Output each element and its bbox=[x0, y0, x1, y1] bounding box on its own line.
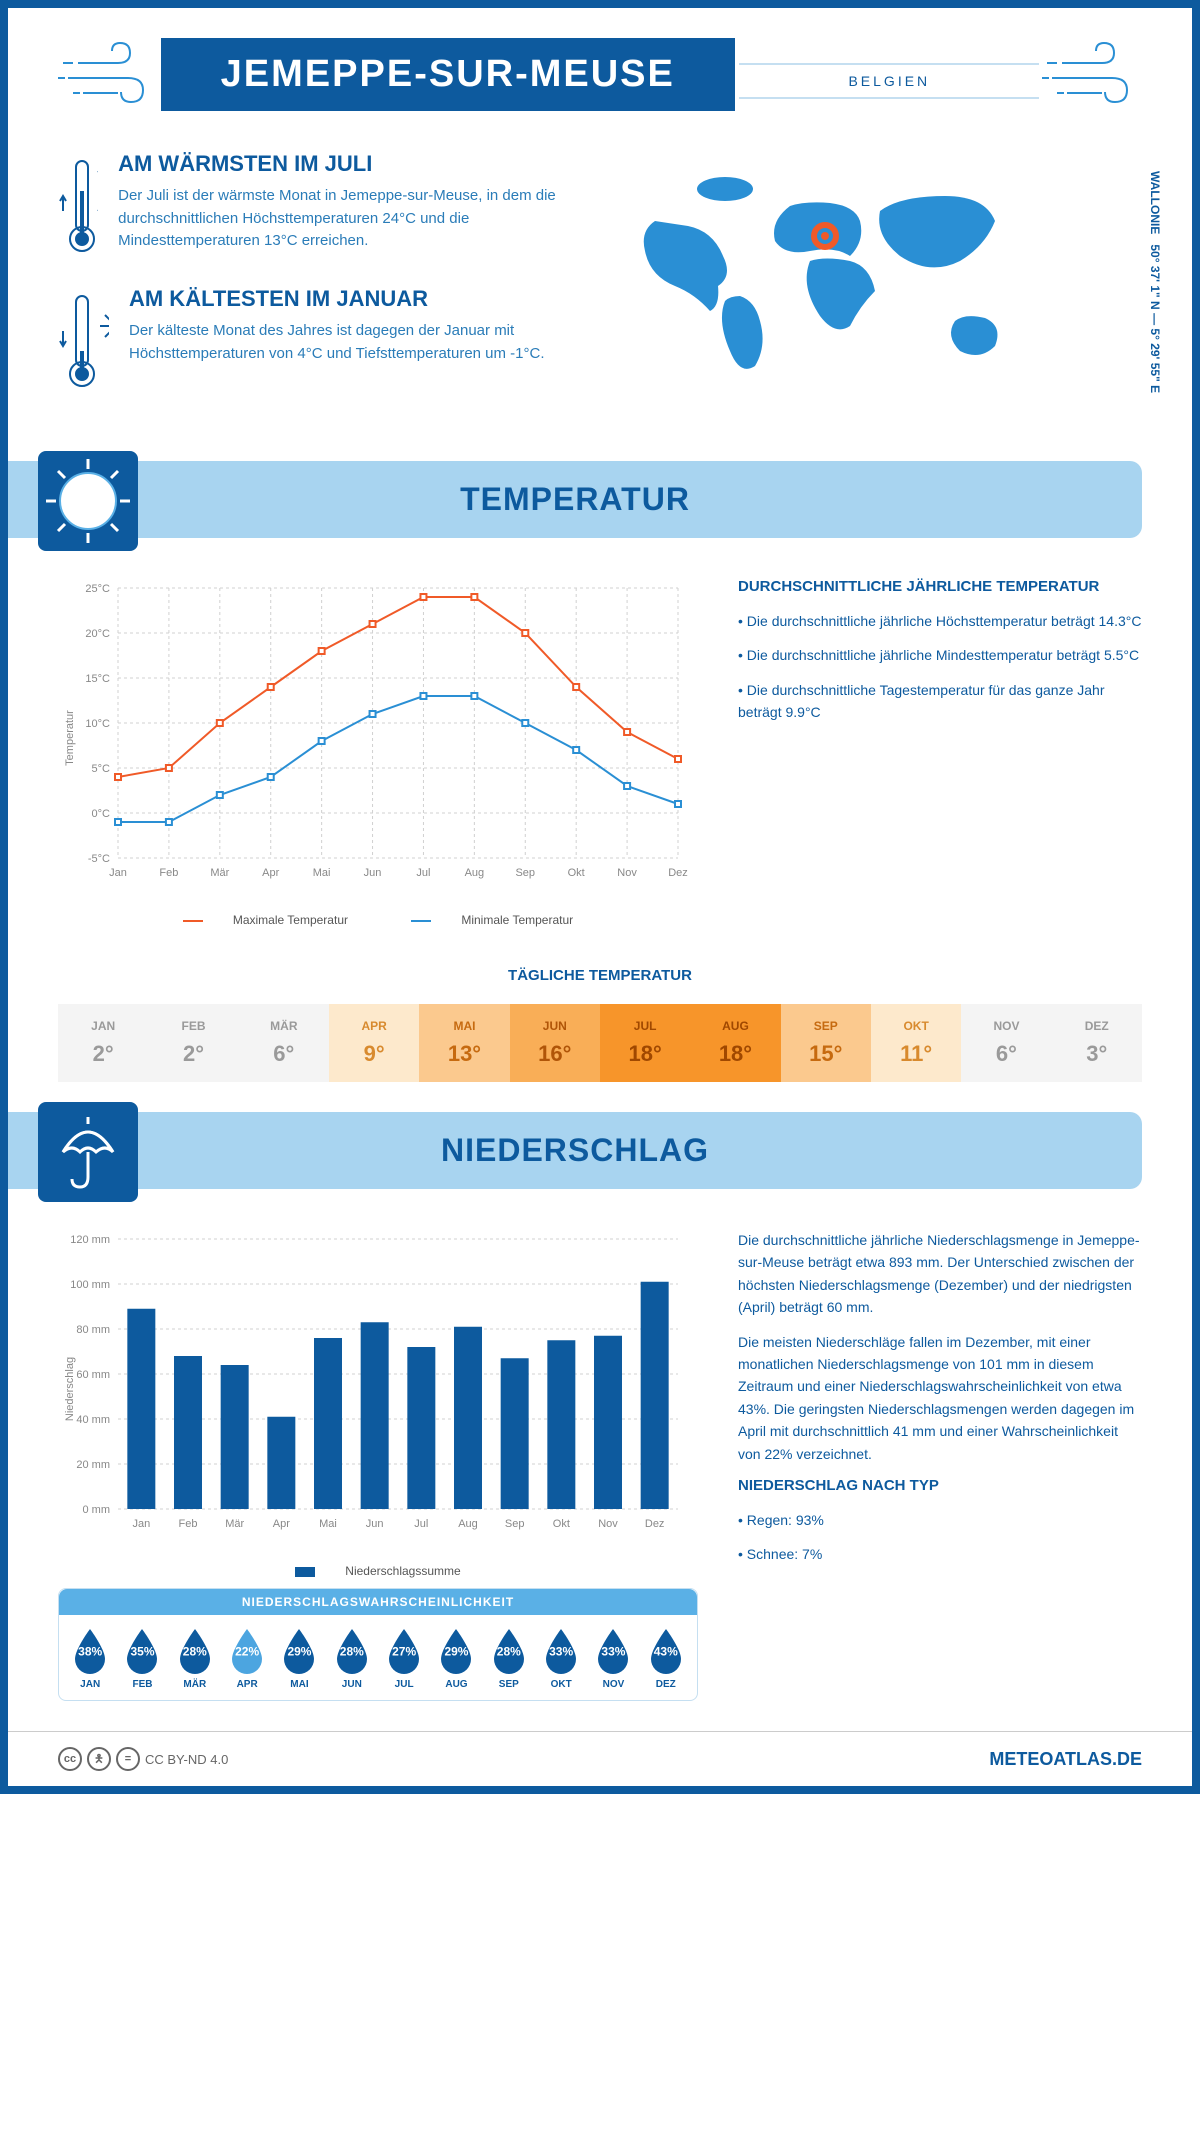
temp-cell: DEZ3° bbox=[1052, 1004, 1142, 1082]
page-subtitle: BELGIEN bbox=[739, 63, 1039, 99]
svg-text:Apr: Apr bbox=[273, 1518, 290, 1530]
prob-cell: 43%DEZ bbox=[640, 1625, 692, 1690]
svg-text:Jul: Jul bbox=[414, 1518, 428, 1530]
header: JEMEPPE-SUR-MEUSE BELGIEN bbox=[8, 8, 1192, 131]
svg-text:Sep: Sep bbox=[505, 1518, 525, 1530]
coldest-text: Der kälteste Monat des Jahres ist dagege… bbox=[129, 320, 585, 365]
svg-text:Feb: Feb bbox=[159, 867, 178, 879]
temp-cell: APR9° bbox=[329, 1004, 419, 1082]
svg-text:80 mm: 80 mm bbox=[76, 1324, 110, 1336]
svg-text:Niederschlag: Niederschlag bbox=[64, 1357, 76, 1421]
svg-text:20 mm: 20 mm bbox=[76, 1459, 110, 1471]
prob-cell: 27%JUL bbox=[378, 1625, 430, 1690]
temperature-legend: Maximale Temperatur Minimale Temperatur bbox=[58, 913, 698, 927]
temp-cell: MAI13° bbox=[419, 1004, 509, 1082]
warmest-title: AM WÄRMSTEN IM JULI bbox=[118, 151, 585, 177]
sun-icon bbox=[38, 451, 138, 556]
brand: METEOATLAS.DE bbox=[989, 1749, 1142, 1770]
temp-cell: OKT11° bbox=[871, 1004, 961, 1082]
svg-text:0 mm: 0 mm bbox=[83, 1504, 111, 1516]
svg-text:40 mm: 40 mm bbox=[76, 1414, 110, 1426]
svg-text:100 mm: 100 mm bbox=[70, 1279, 110, 1291]
svg-text:Jun: Jun bbox=[366, 1518, 384, 1530]
precip-probability-box: NIEDERSCHLAGSWAHRSCHEINLICHKEIT 38%JAN35… bbox=[58, 1588, 698, 1701]
svg-text:Jun: Jun bbox=[364, 867, 382, 879]
svg-text:60 mm: 60 mm bbox=[76, 1369, 110, 1381]
svg-text:Jan: Jan bbox=[109, 867, 127, 879]
svg-text:Aug: Aug bbox=[458, 1518, 478, 1530]
prob-cell: 28%SEP bbox=[483, 1625, 535, 1690]
svg-text:15°C: 15°C bbox=[85, 673, 110, 685]
prob-cell: 33%OKT bbox=[535, 1625, 587, 1690]
thermometer-hot-icon bbox=[58, 151, 98, 261]
svg-text:Okt: Okt bbox=[553, 1518, 570, 1530]
temperature-summary: DURCHSCHNITTLICHE JÄHRLICHE TEMPERATUR •… bbox=[738, 578, 1142, 927]
precip-title: NIEDERSCHLAG bbox=[8, 1132, 1142, 1169]
precip-section-header: NIEDERSCHLAG bbox=[8, 1112, 1142, 1189]
precip-chart: 0 mm 20 mm 40 mm 60 mm 80 mm 100 mm 120 mm Jan F… bbox=[58, 1229, 698, 1711]
prob-cell: 22%APR bbox=[221, 1625, 273, 1690]
umbrella-icon bbox=[38, 1102, 138, 1207]
svg-text:Okt: Okt bbox=[568, 867, 585, 879]
svg-text:Mär: Mär bbox=[210, 867, 229, 879]
svg-text:Dez: Dez bbox=[668, 867, 688, 879]
temp-cell: NOV6° bbox=[961, 1004, 1051, 1082]
svg-text:Nov: Nov bbox=[617, 867, 637, 879]
temperature-chart: -5°C 0°C 5°C 10°C 15°C 20°C 25°C Jan Feb Mär Apr Ma… bbox=[58, 578, 698, 927]
world-map: WALLONIE 50° 37' 1" N — 5° 29' 55" E bbox=[615, 151, 1142, 421]
wind-icon bbox=[1042, 38, 1142, 123]
coldest-block: AM KÄLTESTEN IM JANUAR Der kälteste Mona… bbox=[58, 286, 585, 396]
svg-text:10°C: 10°C bbox=[85, 718, 110, 730]
temperature-section-header: TEMPERATUR bbox=[8, 461, 1142, 538]
page-title: JEMEPPE-SUR-MEUSE bbox=[161, 38, 735, 111]
svg-text:Nov: Nov bbox=[598, 1518, 618, 1530]
intro-section: AM WÄRMSTEN IM JULI Der Juli ist der wär… bbox=[8, 131, 1192, 441]
svg-text:5°C: 5°C bbox=[92, 763, 111, 775]
temp-cell: JUN16° bbox=[510, 1004, 600, 1082]
precip-legend: Niederschlagssumme bbox=[58, 1564, 698, 1578]
svg-text:Temperatur: Temperatur bbox=[64, 710, 76, 766]
temp-cell: MÄR6° bbox=[239, 1004, 329, 1082]
svg-text:Apr: Apr bbox=[262, 867, 279, 879]
temp-cell: AUG18° bbox=[690, 1004, 780, 1082]
svg-text:20°C: 20°C bbox=[85, 628, 110, 640]
prob-cell: 29%MAI bbox=[273, 1625, 325, 1690]
license: cc 🯅 = CC BY-ND 4.0 bbox=[58, 1747, 228, 1771]
coldest-title: AM KÄLTESTEN IM JANUAR bbox=[129, 286, 585, 312]
daily-temp-title: TÄGLICHE TEMPERATUR bbox=[8, 967, 1192, 984]
svg-text:Jul: Jul bbox=[416, 867, 430, 879]
warmest-text: Der Juli ist der wärmste Monat in Jemepp… bbox=[118, 185, 585, 253]
prob-cell: 28%JUN bbox=[326, 1625, 378, 1690]
daily-temp-table: JAN2°FEB2°MÄR6°APR9°MAI13°JUN16°JUL18°AU… bbox=[58, 1004, 1142, 1082]
temperature-title: TEMPERATUR bbox=[8, 481, 1142, 518]
footer: cc 🯅 = CC BY-ND 4.0 METEOATLAS.DE bbox=[8, 1731, 1192, 1786]
svg-text:25°C: 25°C bbox=[85, 583, 110, 595]
prob-cell: 33%NOV bbox=[587, 1625, 639, 1690]
svg-text:Mai: Mai bbox=[319, 1518, 337, 1530]
coordinates: WALLONIE 50° 37' 1" N — 5° 29' 55" E bbox=[1148, 171, 1162, 393]
svg-text:Dez: Dez bbox=[645, 1518, 665, 1530]
svg-text:Mär: Mär bbox=[225, 1518, 244, 1530]
prob-cell: 29%AUG bbox=[430, 1625, 482, 1690]
svg-text:Sep: Sep bbox=[515, 867, 535, 879]
svg-text:0°C: 0°C bbox=[92, 808, 111, 820]
prob-cell: 35%FEB bbox=[116, 1625, 168, 1690]
svg-text:120 mm: 120 mm bbox=[70, 1234, 110, 1246]
precip-summary: Die durchschnittliche jährliche Niedersc… bbox=[738, 1229, 1142, 1711]
prob-cell: 38%JAN bbox=[64, 1625, 116, 1690]
svg-text:Jan: Jan bbox=[132, 1518, 150, 1530]
svg-text:Aug: Aug bbox=[465, 867, 485, 879]
prob-cell: 28%MÄR bbox=[169, 1625, 221, 1690]
temp-cell: SEP15° bbox=[781, 1004, 871, 1082]
svg-text:Mai: Mai bbox=[313, 867, 331, 879]
temp-cell: JAN2° bbox=[58, 1004, 148, 1082]
temp-cell: JUL18° bbox=[600, 1004, 690, 1082]
svg-text:Feb: Feb bbox=[179, 1518, 198, 1530]
svg-text:-5°C: -5°C bbox=[88, 853, 110, 865]
thermometer-cold-icon bbox=[58, 286, 109, 396]
temp-cell: FEB2° bbox=[148, 1004, 238, 1082]
warmest-block: AM WÄRMSTEN IM JULI Der Juli ist der wär… bbox=[58, 151, 585, 261]
wind-icon bbox=[58, 38, 158, 123]
